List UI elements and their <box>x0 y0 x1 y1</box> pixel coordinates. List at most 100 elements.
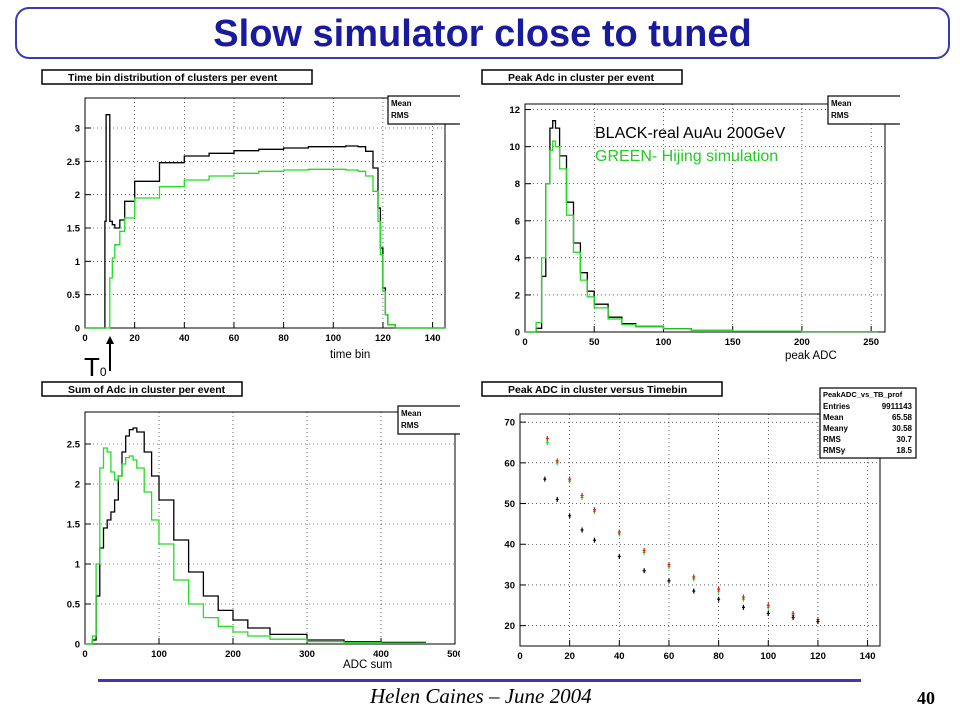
x-tick-label: 50 <box>589 337 600 348</box>
y-tick-label: 3 <box>75 124 80 135</box>
stats-label: Entries <box>823 402 851 411</box>
stats-box <box>397 405 460 435</box>
plot-frame <box>84 411 456 645</box>
x-axis-label: peak ADC <box>785 350 837 362</box>
x-tick-label: 150 <box>725 337 741 348</box>
x-tick-label: 100 <box>760 651 776 662</box>
x-tick-label: 20 <box>129 333 140 344</box>
y-tick-label: 1 <box>75 257 81 268</box>
x-tick-label: 100 <box>656 337 672 348</box>
x-tick-label: 60 <box>229 333 240 344</box>
stats-label: Mean <box>823 413 844 422</box>
stats-label: RMS <box>823 435 841 444</box>
y-tick-label: 0 <box>75 640 80 651</box>
series-line-green <box>525 140 879 333</box>
stats-value: 9911143 <box>882 402 913 411</box>
hist-title: Time bin distribution of clusters per ev… <box>68 72 278 84</box>
x-tick-label: 140 <box>425 333 441 344</box>
y-tick-label: 1.5 <box>67 224 81 235</box>
stats-value: 30.7 <box>896 435 912 444</box>
y-tick-label: 0 <box>515 328 520 339</box>
x-tick-label: 200 <box>225 649 241 660</box>
t0-arrow <box>106 336 114 344</box>
x-tick-label: 120 <box>810 651 826 662</box>
y-tick-label: 2 <box>515 290 520 301</box>
hist-title: Peak ADC in cluster versus Timebin <box>508 384 687 396</box>
t0-annotation: T0 <box>84 352 107 383</box>
y-tick-label: 6 <box>515 216 520 227</box>
stats-rms: RMS <box>391 111 409 120</box>
y-tick-label: 4 <box>515 253 521 264</box>
series-line-black <box>85 427 427 645</box>
hist-title: Sum of Adc in cluster per event <box>68 384 226 396</box>
y-tick-label: 30 <box>504 580 515 591</box>
stats-value: 65.58 <box>892 413 913 422</box>
y-tick-label: 8 <box>515 179 520 190</box>
y-tick-label: 20 <box>504 621 515 632</box>
x-tick-label: 400 <box>373 649 389 660</box>
series-line-black <box>85 114 445 329</box>
t0-main-label: T <box>84 352 100 382</box>
t0-sub-label: 0 <box>99 365 107 379</box>
y-tick-label: 0.5 <box>67 290 81 301</box>
x-tick-label: 250 <box>863 337 879 348</box>
y-tick-label: 2.5 <box>67 157 81 168</box>
hist-title-box <box>41 69 313 85</box>
x-axis-label: time bin <box>330 349 370 361</box>
x-tick-label: 40 <box>614 651 625 662</box>
footer-line <box>98 679 861 682</box>
title-box: Slow simulator close to tuned <box>15 7 950 59</box>
stats-title: PeakADC_vs_TB_prof <box>823 390 903 399</box>
stats-mean: Mean <box>831 99 852 108</box>
x-tick-label: 120 <box>375 333 391 344</box>
y-tick-label: 0.5 <box>67 600 81 611</box>
stats-label: RMSy <box>823 446 846 455</box>
stats-box <box>819 387 917 459</box>
t0-arrow-shaft <box>109 343 111 371</box>
plot-adc-sum: Sum of Adc in cluster per event 0 100 200 30… <box>41 381 460 671</box>
x-tick-label: 0 <box>517 651 522 662</box>
series-line-green <box>85 168 445 329</box>
x-tick-label: 80 <box>713 651 724 662</box>
x-tick-label: 80 <box>278 333 289 344</box>
y-tick-label: 0 <box>75 324 80 335</box>
x-tick-label: 300 <box>299 649 315 660</box>
series-line-green <box>85 447 427 645</box>
stats-value: 18.5 <box>896 446 912 455</box>
stats-rms: RMS <box>401 421 419 430</box>
legend-black-label: BLACK-real AuAu 200GeV <box>595 125 786 142</box>
y-tick-label: 2.5 <box>67 440 81 451</box>
x-tick-label: 60 <box>664 651 675 662</box>
y-tick-label: 1.5 <box>67 520 81 531</box>
slide-number: 40 <box>917 688 935 708</box>
plot-frame <box>524 103 886 333</box>
y-tick-label: 2 <box>75 190 80 201</box>
x-tick-label: 0 <box>82 649 87 660</box>
x-tick-label: 100 <box>151 649 167 660</box>
y-tick-label: 10 <box>509 142 520 153</box>
stats-box <box>827 95 900 125</box>
plot-frame <box>84 97 446 329</box>
y-tick-label: 2 <box>75 480 80 491</box>
stats-value: 30.58 <box>892 424 913 433</box>
y-tick-label: 50 <box>504 499 515 510</box>
footer-author: Helen Caines – June 2004 <box>370 684 592 708</box>
x-tick-label: 0 <box>82 333 87 344</box>
hist-title: Peak Adc in cluster per event <box>508 72 655 84</box>
x-tick-label: 100 <box>325 333 341 344</box>
x-tick-label: 0 <box>522 337 527 348</box>
plot-time-bin: Time bin distribution of clusters per ev… <box>41 69 460 361</box>
hist-title-box <box>41 381 243 397</box>
x-tick-label: 40 <box>179 333 190 344</box>
plot-peak-vs-timebin: Peak ADC in cluster versus Timebin 0 20 40 6… <box>481 381 917 662</box>
y-tick-label: 1 <box>75 560 81 571</box>
y-tick-label: 70 <box>504 418 515 429</box>
stats-mean: Mean <box>401 409 422 418</box>
legend-green-label: GREEN- Hijing simulation <box>595 148 779 165</box>
hist-title-box <box>481 381 723 397</box>
y-tick-label: 12 <box>509 105 520 116</box>
x-tick-label: 200 <box>794 337 810 348</box>
stats-label: Meany <box>823 424 848 433</box>
y-tick-label: 60 <box>504 458 515 469</box>
